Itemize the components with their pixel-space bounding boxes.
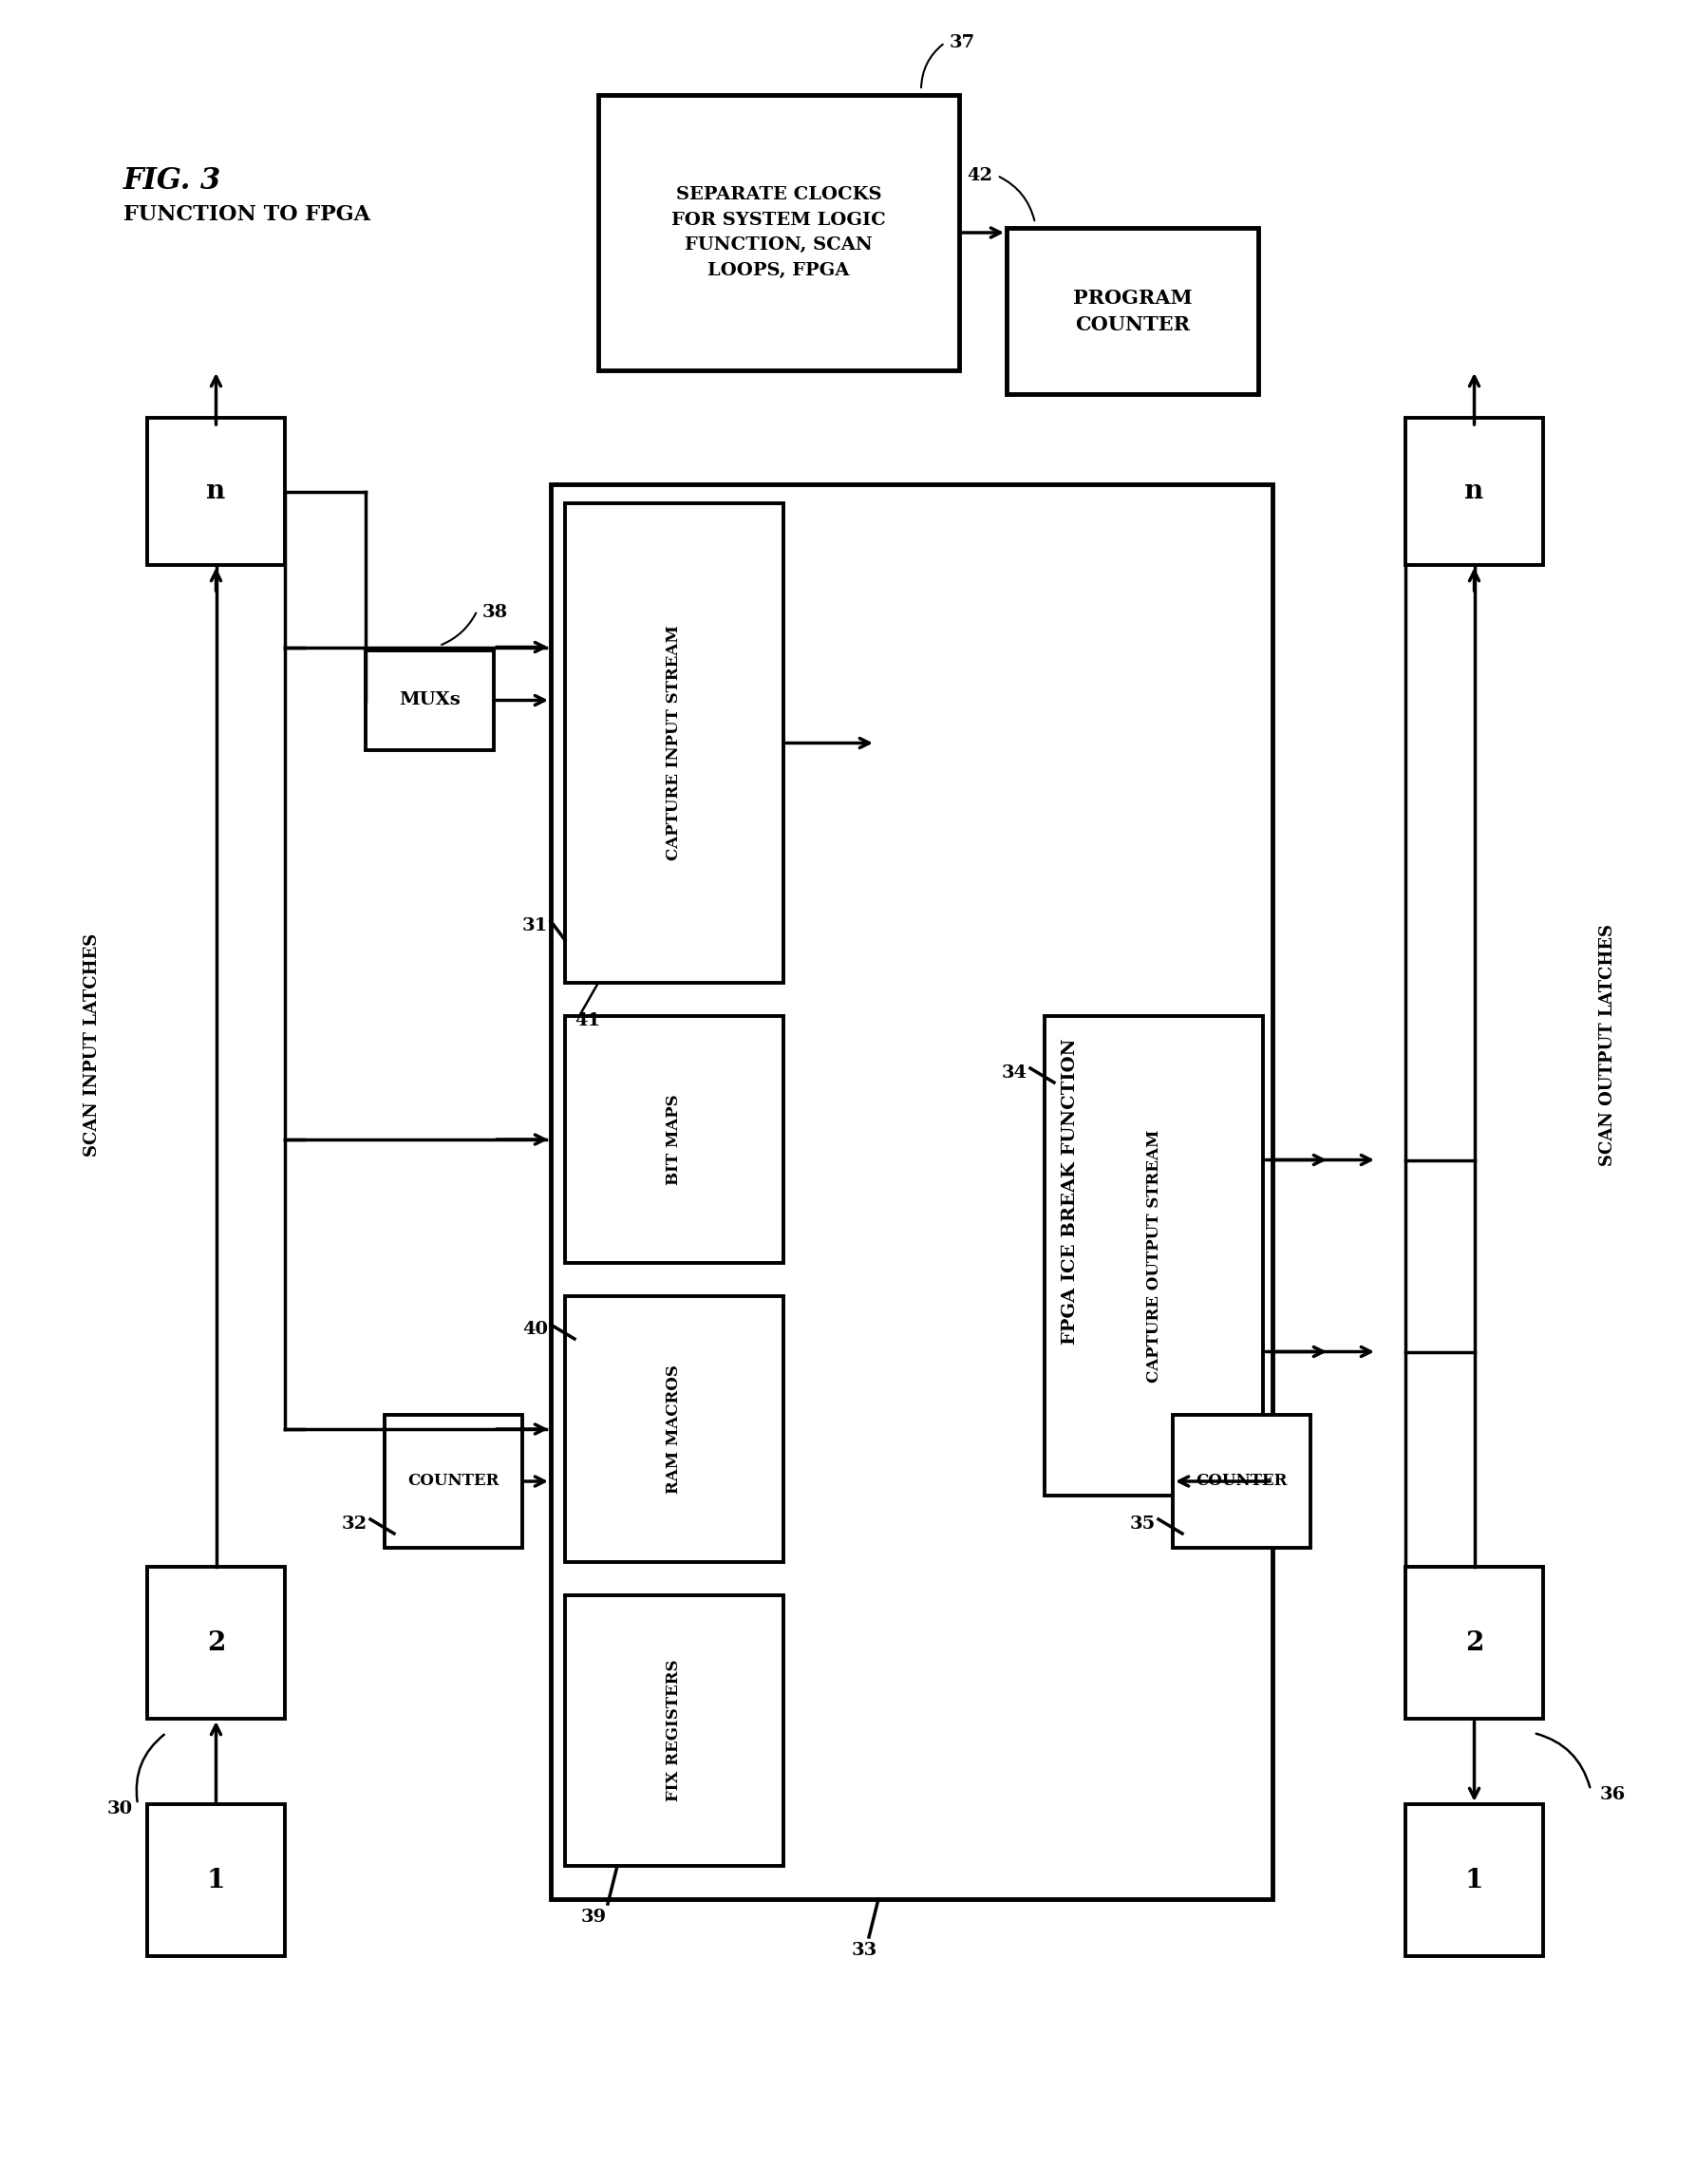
Bar: [148, 1566, 285, 1719]
Text: 1: 1: [207, 1867, 226, 1894]
Text: FIX REGISTERS: FIX REGISTERS: [667, 1660, 682, 1802]
Text: CAPTURE INPUT STREAM: CAPTURE INPUT STREAM: [667, 625, 682, 860]
Text: FIG. 3: FIG. 3: [124, 166, 222, 197]
Text: 40: 40: [522, 1321, 548, 1339]
Text: COUNTER: COUNTER: [407, 1474, 499, 1489]
Text: SCAN OUTPUT LATCHES: SCAN OUTPUT LATCHES: [1599, 924, 1616, 1166]
Text: 38: 38: [482, 605, 507, 620]
Bar: [565, 1295, 784, 1562]
Bar: [565, 502, 784, 983]
Text: FPGA ICE BREAK FUNCTION: FPGA ICE BREAK FUNCTION: [1062, 1040, 1079, 1345]
Text: 36: 36: [1599, 1787, 1626, 1804]
Text: 34: 34: [1002, 1064, 1028, 1081]
Text: 1: 1: [1465, 1867, 1484, 1894]
Bar: [148, 1804, 285, 1957]
Bar: [1406, 417, 1543, 566]
Text: 42: 42: [967, 168, 992, 183]
Text: PROGRAM
COUNTER: PROGRAM COUNTER: [1074, 288, 1192, 334]
Bar: [148, 417, 285, 566]
Text: 32: 32: [341, 1516, 368, 1533]
Text: 41: 41: [575, 1011, 600, 1029]
Text: 2: 2: [1465, 1629, 1484, 1655]
Bar: [1406, 1804, 1543, 1957]
Bar: [599, 94, 960, 371]
Text: MUXs: MUXs: [399, 692, 460, 710]
Bar: [1007, 227, 1258, 393]
Text: 37: 37: [950, 35, 975, 50]
Bar: [366, 651, 494, 749]
Text: RAM MACROS: RAM MACROS: [667, 1365, 682, 1494]
Bar: [551, 485, 1272, 1900]
Text: 39: 39: [580, 1909, 607, 1926]
Text: n: n: [207, 478, 226, 505]
Bar: [565, 1016, 784, 1262]
Text: 31: 31: [522, 917, 548, 935]
Text: 2: 2: [207, 1629, 226, 1655]
Text: 33: 33: [851, 1942, 877, 1959]
Text: FUNCTION TO FPGA: FUNCTION TO FPGA: [124, 203, 370, 225]
Bar: [1045, 1016, 1264, 1496]
Text: SEPARATE CLOCKS
FOR SYSTEM LOGIC
FUNCTION, SCAN
LOOPS, FPGA: SEPARATE CLOCKS FOR SYSTEM LOGIC FUNCTIO…: [672, 186, 885, 280]
Bar: [1172, 1415, 1311, 1548]
Text: COUNTER: COUNTER: [1196, 1474, 1287, 1489]
Bar: [1406, 1566, 1543, 1719]
Text: 30: 30: [107, 1800, 132, 1817]
Bar: [385, 1415, 522, 1548]
Bar: [565, 1594, 784, 1865]
Text: BIT MAPS: BIT MAPS: [667, 1094, 682, 1186]
Text: CAPTURE OUTPUT STREAM: CAPTURE OUTPUT STREAM: [1146, 1129, 1162, 1382]
Text: SCAN INPUT LATCHES: SCAN INPUT LATCHES: [83, 933, 100, 1155]
Text: 35: 35: [1130, 1516, 1155, 1533]
Text: n: n: [1465, 478, 1484, 505]
